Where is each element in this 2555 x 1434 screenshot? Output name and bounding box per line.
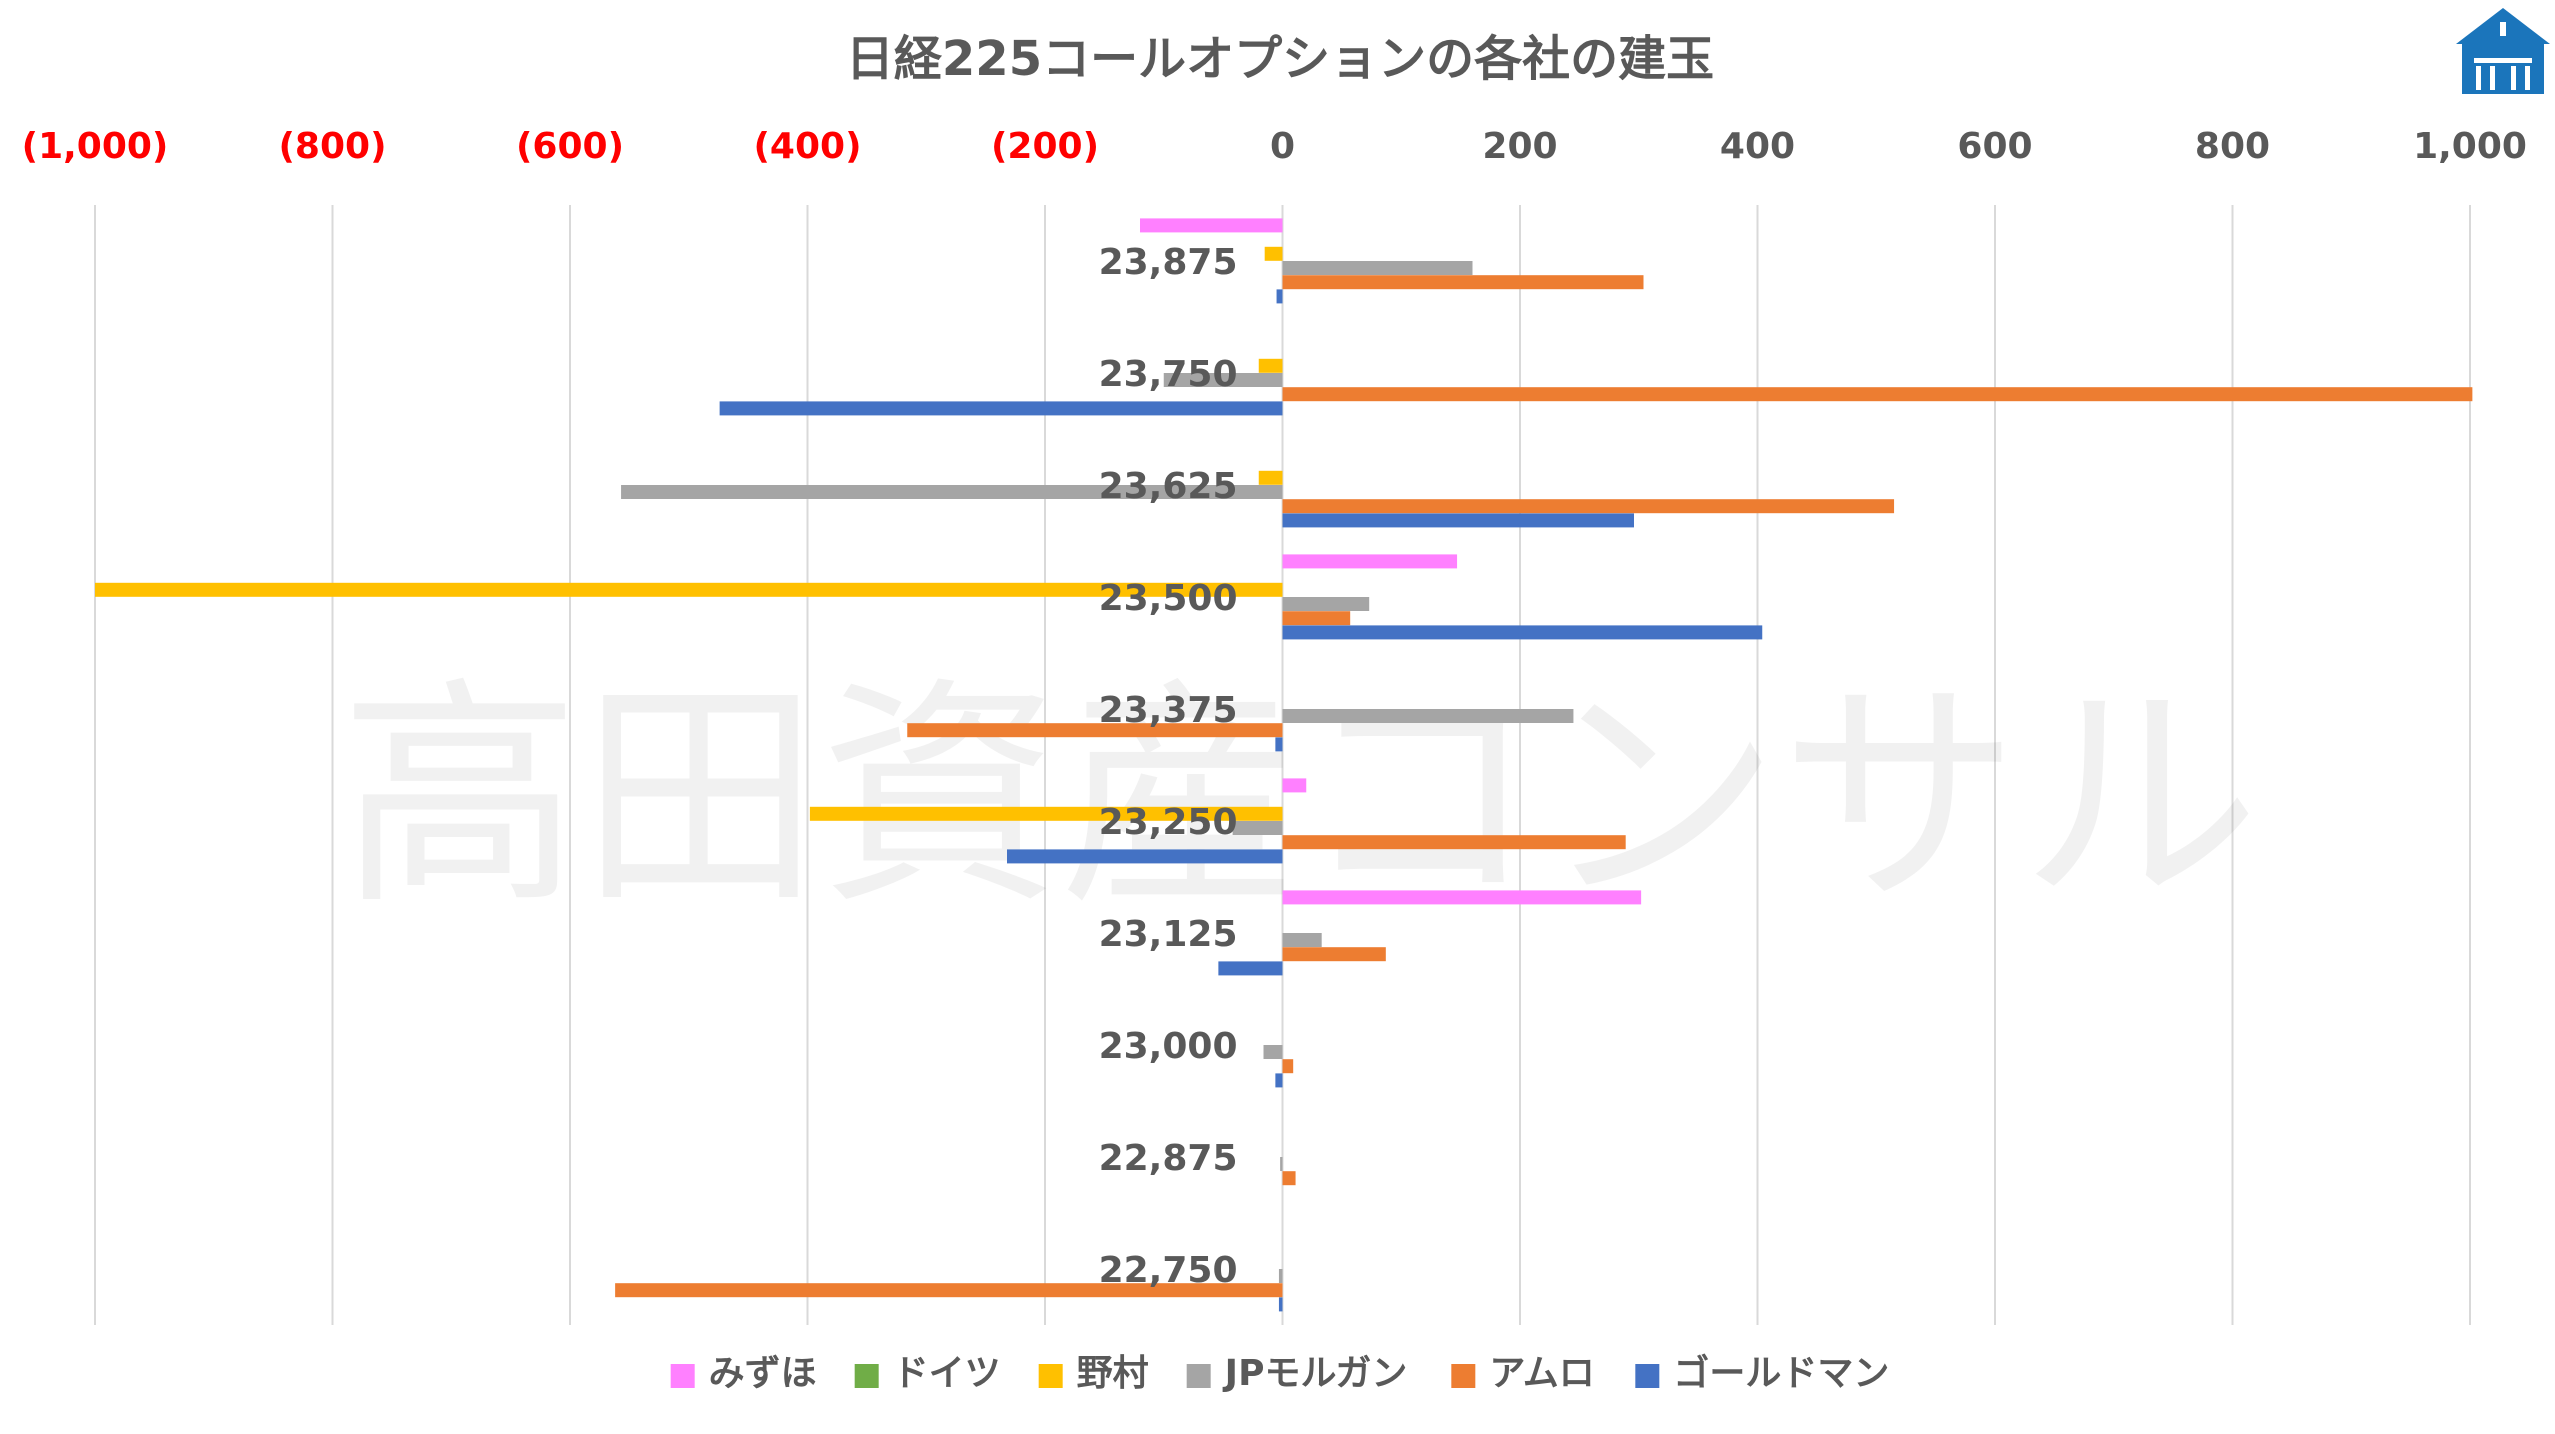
x-tick-label: 0 — [1270, 126, 1295, 167]
house-logo — [2456, 8, 2550, 94]
bar — [1263, 1045, 1283, 1059]
legend-swatch — [1635, 1364, 1660, 1388]
bar — [1258, 470, 1283, 485]
bar — [1282, 611, 1351, 626]
x-tick-label: (800) — [278, 126, 386, 167]
chart-title: 日経225コールオプションの各社の建玉 — [846, 31, 1714, 87]
category-labels: 23,875 23,750 23,625 23,500 23,375 23,250 23,1… — [1099, 242, 1238, 1291]
bar — [1282, 933, 1322, 947]
category-label: 23,375 — [1099, 690, 1238, 731]
bar — [1258, 358, 1283, 373]
bar — [95, 582, 1283, 597]
legend-swatch — [1451, 1364, 1476, 1388]
bar — [1264, 246, 1283, 261]
bar — [1218, 961, 1283, 976]
bar — [1282, 499, 1895, 514]
bar — [1278, 1269, 1283, 1283]
bar — [1140, 218, 1283, 233]
legend-label: ドイツ — [893, 1353, 1001, 1394]
bar — [1163, 373, 1283, 387]
bar — [1282, 387, 2473, 402]
x-tick-label: 1,000 — [2413, 126, 2527, 167]
category-label: 23,000 — [1099, 1026, 1238, 1067]
x-tick-label: 400 — [1720, 126, 1795, 167]
legend-label: JPモルガン — [1222, 1353, 1408, 1394]
bar — [1282, 1171, 1296, 1186]
category-label: 23,500 — [1099, 578, 1238, 619]
category-label: 23,125 — [1099, 914, 1238, 955]
bar — [809, 806, 1283, 821]
bar — [621, 485, 1283, 499]
legend: みずほ ドイツ 野村 JPモルガン アムロ ゴールドマン — [670, 1352, 1889, 1394]
category-label: 23,875 — [1099, 242, 1238, 283]
x-tick-label: 200 — [1482, 126, 1557, 167]
legend-swatch — [1038, 1364, 1063, 1388]
bar — [1280, 1157, 1283, 1171]
legend-swatch — [1186, 1364, 1211, 1388]
bar — [1282, 835, 1626, 850]
bar — [1282, 778, 1307, 793]
bar — [1282, 261, 1473, 275]
bar — [1282, 1059, 1294, 1074]
category-label: 23,750 — [1099, 354, 1238, 395]
bar — [1282, 597, 1370, 611]
bar — [719, 401, 1283, 416]
bar — [1282, 554, 1458, 569]
x-tick-label: 600 — [1957, 126, 2032, 167]
bar — [1275, 1073, 1283, 1088]
legend-swatch — [854, 1364, 879, 1388]
bar — [1282, 513, 1634, 528]
bar — [1282, 890, 1642, 905]
category-label: 23,625 — [1099, 466, 1238, 507]
x-tick-label: (1,000) — [22, 126, 169, 167]
bar — [615, 1283, 1283, 1298]
watermark: 高田資産コンサル — [340, 657, 2260, 937]
bar — [1282, 947, 1386, 962]
bar — [1275, 737, 1283, 752]
legend-label: アムロ — [1489, 1353, 1594, 1394]
legend-swatch — [670, 1364, 695, 1388]
x-tick-label: (600) — [516, 126, 624, 167]
bar — [1232, 821, 1283, 835]
bar — [1282, 625, 1763, 640]
bar — [1282, 275, 1644, 290]
bar — [1276, 289, 1283, 304]
x-tick-label: (400) — [753, 126, 861, 167]
legend-label: ゴールドマン — [1673, 1352, 1889, 1394]
bars — [95, 218, 2473, 1312]
x-tick-label: 800 — [2195, 126, 2270, 167]
category-label: 23,250 — [1099, 802, 1238, 843]
x-tick-label: (200) — [991, 126, 1099, 167]
category-label: 22,750 — [1099, 1250, 1238, 1291]
legend-label: みずほ — [709, 1353, 817, 1394]
x-axis-ticks: (1,000) (800) (600) (400) (200) 0 200 400 600 800… — [22, 126, 2527, 167]
bar — [907, 723, 1283, 738]
bar — [1007, 849, 1283, 864]
bar — [1278, 1297, 1283, 1312]
bar — [1282, 709, 1574, 723]
legend-label: 野村 — [1077, 1353, 1149, 1394]
category-label: 22,875 — [1099, 1138, 1238, 1179]
